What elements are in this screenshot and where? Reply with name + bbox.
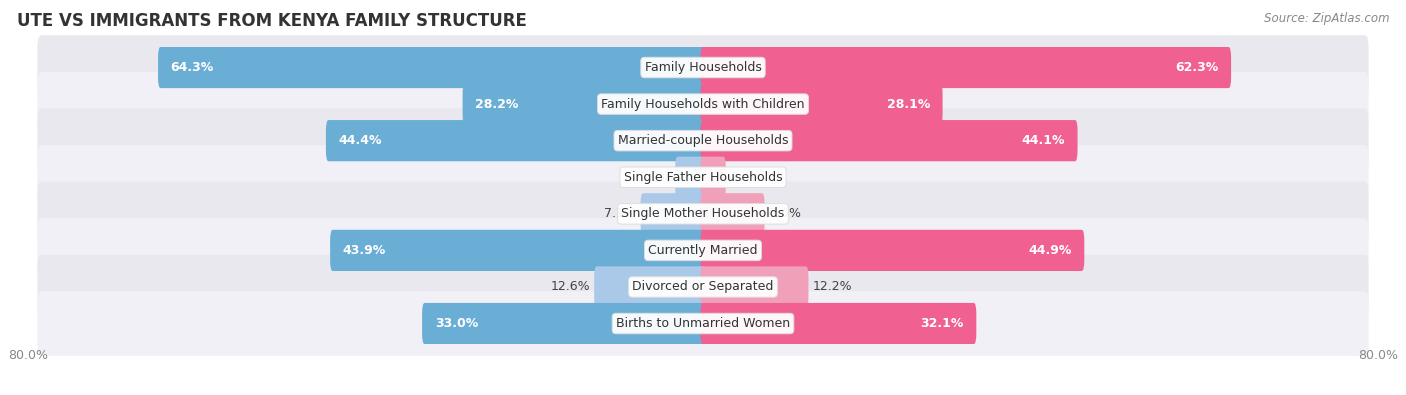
Text: 7.1%: 7.1% — [605, 207, 637, 220]
FancyBboxPatch shape — [38, 255, 1368, 319]
Text: 28.1%: 28.1% — [887, 98, 929, 111]
Text: Currently Married: Currently Married — [648, 244, 758, 257]
FancyBboxPatch shape — [330, 230, 706, 271]
FancyBboxPatch shape — [700, 47, 1232, 88]
Text: 32.1%: 32.1% — [921, 317, 963, 330]
Text: Source: ZipAtlas.com: Source: ZipAtlas.com — [1264, 12, 1389, 25]
FancyBboxPatch shape — [700, 157, 725, 198]
Text: 2.4%: 2.4% — [730, 171, 762, 184]
FancyBboxPatch shape — [700, 303, 976, 344]
Text: 28.2%: 28.2% — [475, 98, 519, 111]
FancyBboxPatch shape — [675, 157, 706, 198]
FancyBboxPatch shape — [38, 145, 1368, 209]
FancyBboxPatch shape — [38, 35, 1368, 100]
Text: Divorced or Separated: Divorced or Separated — [633, 280, 773, 293]
Text: 44.9%: 44.9% — [1028, 244, 1071, 257]
Text: 43.9%: 43.9% — [343, 244, 387, 257]
FancyBboxPatch shape — [38, 72, 1368, 136]
FancyBboxPatch shape — [422, 303, 706, 344]
FancyBboxPatch shape — [463, 83, 706, 125]
FancyBboxPatch shape — [700, 230, 1084, 271]
Text: UTE VS IMMIGRANTS FROM KENYA FAMILY STRUCTURE: UTE VS IMMIGRANTS FROM KENYA FAMILY STRU… — [17, 12, 527, 30]
FancyBboxPatch shape — [38, 109, 1368, 173]
FancyBboxPatch shape — [326, 120, 706, 161]
Text: 62.3%: 62.3% — [1175, 61, 1219, 74]
FancyBboxPatch shape — [700, 83, 942, 125]
Text: 12.2%: 12.2% — [813, 280, 852, 293]
Text: 3.0%: 3.0% — [640, 171, 671, 184]
Text: Single Father Households: Single Father Households — [624, 171, 782, 184]
FancyBboxPatch shape — [700, 266, 808, 308]
FancyBboxPatch shape — [641, 193, 706, 234]
Text: Family Households: Family Households — [644, 61, 762, 74]
Text: Births to Unmarried Women: Births to Unmarried Women — [616, 317, 790, 330]
Text: 44.1%: 44.1% — [1021, 134, 1064, 147]
FancyBboxPatch shape — [38, 182, 1368, 246]
Text: Married-couple Households: Married-couple Households — [617, 134, 789, 147]
Text: 44.4%: 44.4% — [339, 134, 382, 147]
Text: 64.3%: 64.3% — [170, 61, 214, 74]
FancyBboxPatch shape — [38, 292, 1368, 356]
FancyBboxPatch shape — [700, 120, 1077, 161]
FancyBboxPatch shape — [38, 218, 1368, 282]
FancyBboxPatch shape — [700, 193, 765, 234]
FancyBboxPatch shape — [157, 47, 706, 88]
Text: Single Mother Households: Single Mother Households — [621, 207, 785, 220]
Text: 12.6%: 12.6% — [550, 280, 591, 293]
Text: Family Households with Children: Family Households with Children — [602, 98, 804, 111]
Text: 33.0%: 33.0% — [434, 317, 478, 330]
FancyBboxPatch shape — [595, 266, 706, 308]
Text: 7.0%: 7.0% — [769, 207, 801, 220]
